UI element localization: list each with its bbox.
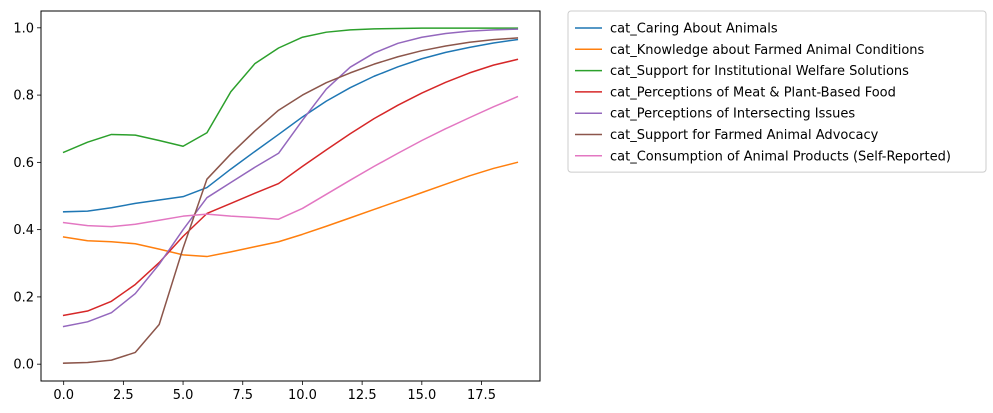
- y-tick-label: 0.0: [13, 358, 34, 373]
- y-tick-label: 0.2: [13, 290, 34, 305]
- x-axis: 0.0 2.5 5.0 7.5 10.0 12.5 15.0 17.5: [53, 381, 496, 403]
- series-line-2: [62, 161, 519, 258]
- legend: cat_Caring About Animals cat_Knowledge ab…: [567, 10, 987, 173]
- x-tick-label: 10.0: [288, 388, 317, 403]
- x-tick-label: 17.5: [467, 388, 496, 403]
- legend-item-label: cat_Knowledge about Farmed Animal Condit…: [610, 43, 925, 58]
- legend-item-label: cat_Support for Institutional Welfare So…: [610, 64, 909, 79]
- y-tick-label: 0.6: [13, 156, 34, 171]
- plot-lines: [62, 27, 519, 364]
- x-tick-label: 2.5: [113, 388, 134, 403]
- series-line-3: [62, 27, 519, 154]
- legend-item-label: cat_Caring About Animals: [610, 22, 778, 37]
- x-tick-label: 5.0: [173, 388, 194, 403]
- x-tick-label: 0.0: [53, 388, 74, 403]
- legend-item-label: cat_Consumption of Animal Products (Self…: [610, 149, 951, 164]
- legend-item-label: cat_Perceptions of Intersecting Issues: [610, 107, 855, 122]
- legend-item-label: cat_Support for Farmed Animal Advocacy: [610, 128, 879, 143]
- series-line-1: [62, 38, 519, 213]
- y-axis: 0.0 0.2 0.4 0.6 0.8 1.0: [13, 21, 41, 373]
- plot-area-frame: [40, 10, 541, 382]
- series-line-6: [62, 37, 519, 364]
- series-line-7: [62, 95, 519, 228]
- legend-item-label: cat_Perceptions of Meat & Plant-Based Fo…: [610, 85, 896, 100]
- y-tick-label: 1.0: [13, 21, 34, 36]
- legend-box: [567, 10, 987, 173]
- series-line-4: [62, 58, 519, 317]
- x-tick-label: 15.0: [407, 388, 436, 403]
- x-tick-label: 7.5: [232, 388, 253, 403]
- series-line-5: [62, 28, 519, 328]
- y-tick-label: 0.8: [13, 89, 34, 104]
- y-tick-label: 0.4: [13, 223, 34, 238]
- x-tick-label: 12.5: [348, 388, 377, 403]
